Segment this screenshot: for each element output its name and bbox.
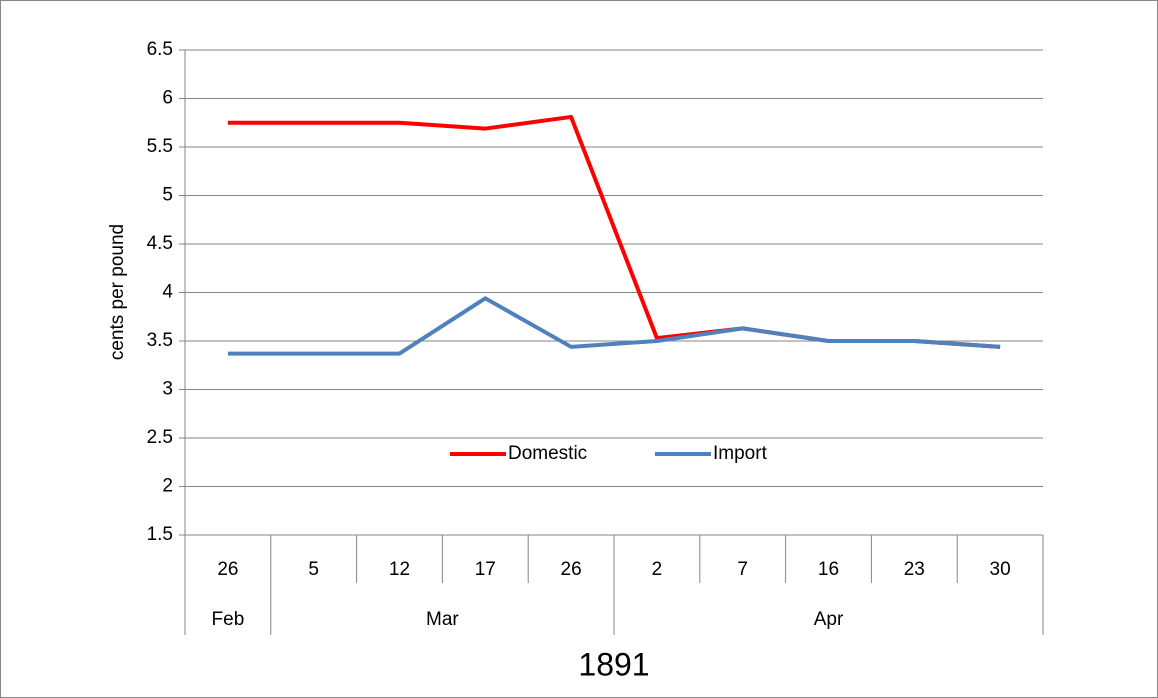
y-tick-label: 4 (162, 282, 173, 303)
y-tick-label: 5.5 (147, 136, 173, 157)
x-tick-label: 26 (217, 559, 238, 580)
x-tick-label: 5 (308, 559, 319, 580)
x-tick-label: 30 (990, 559, 1011, 580)
y-tick-label: 3 (162, 379, 173, 400)
y-axis-label: cents per pound (107, 224, 128, 360)
x-tick-label: 23 (904, 559, 925, 580)
y-tick-label: 3.5 (147, 330, 173, 351)
y-tick-label: 6 (162, 88, 173, 109)
x-tick-label: 17 (475, 559, 496, 580)
y-tick-label: 4.5 (147, 233, 173, 254)
y-tick-label: 5 (162, 185, 173, 206)
x-tick-label: 26 (561, 559, 582, 580)
x-axis-label: 1891 (578, 646, 649, 682)
month-label: Apr (814, 609, 844, 630)
legend-label: Domestic (508, 443, 587, 464)
y-tick-label: 6.5 (147, 39, 173, 60)
legend-label: Import (713, 443, 768, 464)
data-line (227, 296, 1001, 356)
y-tick-label: 2.5 (147, 427, 173, 448)
x-tick-label: 16 (818, 559, 839, 580)
y-tick-label: 1.5 (147, 524, 173, 545)
y-tick-label: 2 (162, 476, 173, 497)
month-label: Mar (426, 609, 459, 630)
month-label: Feb (212, 609, 245, 630)
x-tick-label: 12 (389, 559, 410, 580)
x-tick-label: 2 (652, 559, 663, 580)
x-tick-label: 7 (737, 559, 748, 580)
